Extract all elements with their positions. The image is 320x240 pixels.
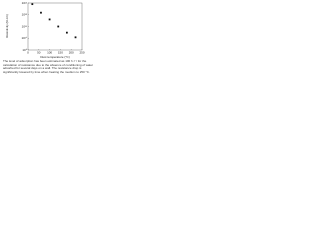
point bbox=[57, 25, 60, 28]
page: {"chart_data": {"type": "scatter", "xlab… bbox=[0, 0, 100, 91]
x-tick-label: 200 bbox=[69, 50, 74, 54]
x-tick-label: 150 bbox=[58, 50, 63, 54]
y-tick-label: 10⁹ bbox=[22, 48, 27, 52]
point bbox=[65, 31, 68, 34]
point bbox=[48, 18, 51, 21]
point bbox=[74, 36, 77, 39]
caption: The level of adsorption has been estimat… bbox=[3, 59, 94, 74]
x-tick-label: 100 bbox=[47, 50, 52, 54]
x-axis-label: Dust temperature (°C) bbox=[40, 55, 69, 59]
y-axis-label: Resistivity (Ω·cm) bbox=[5, 14, 9, 38]
y-tick-label: 10¹⁰ bbox=[21, 36, 27, 40]
x-tick-label: 50 bbox=[37, 50, 41, 54]
plot-frame bbox=[27, 2, 83, 51]
y-tick-label: 10¹² bbox=[22, 13, 27, 17]
point bbox=[40, 11, 42, 14]
point bbox=[31, 3, 34, 6]
x-tick-label: 0 bbox=[27, 50, 29, 54]
chart: Resistivity (Ω·cm) Dust temperature (°C)… bbox=[5, 1, 85, 59]
x-tick-label: 250 bbox=[79, 50, 84, 54]
y-tick-label: 10¹¹ bbox=[22, 24, 27, 28]
y-tick-label: 10¹³ bbox=[22, 1, 27, 5]
